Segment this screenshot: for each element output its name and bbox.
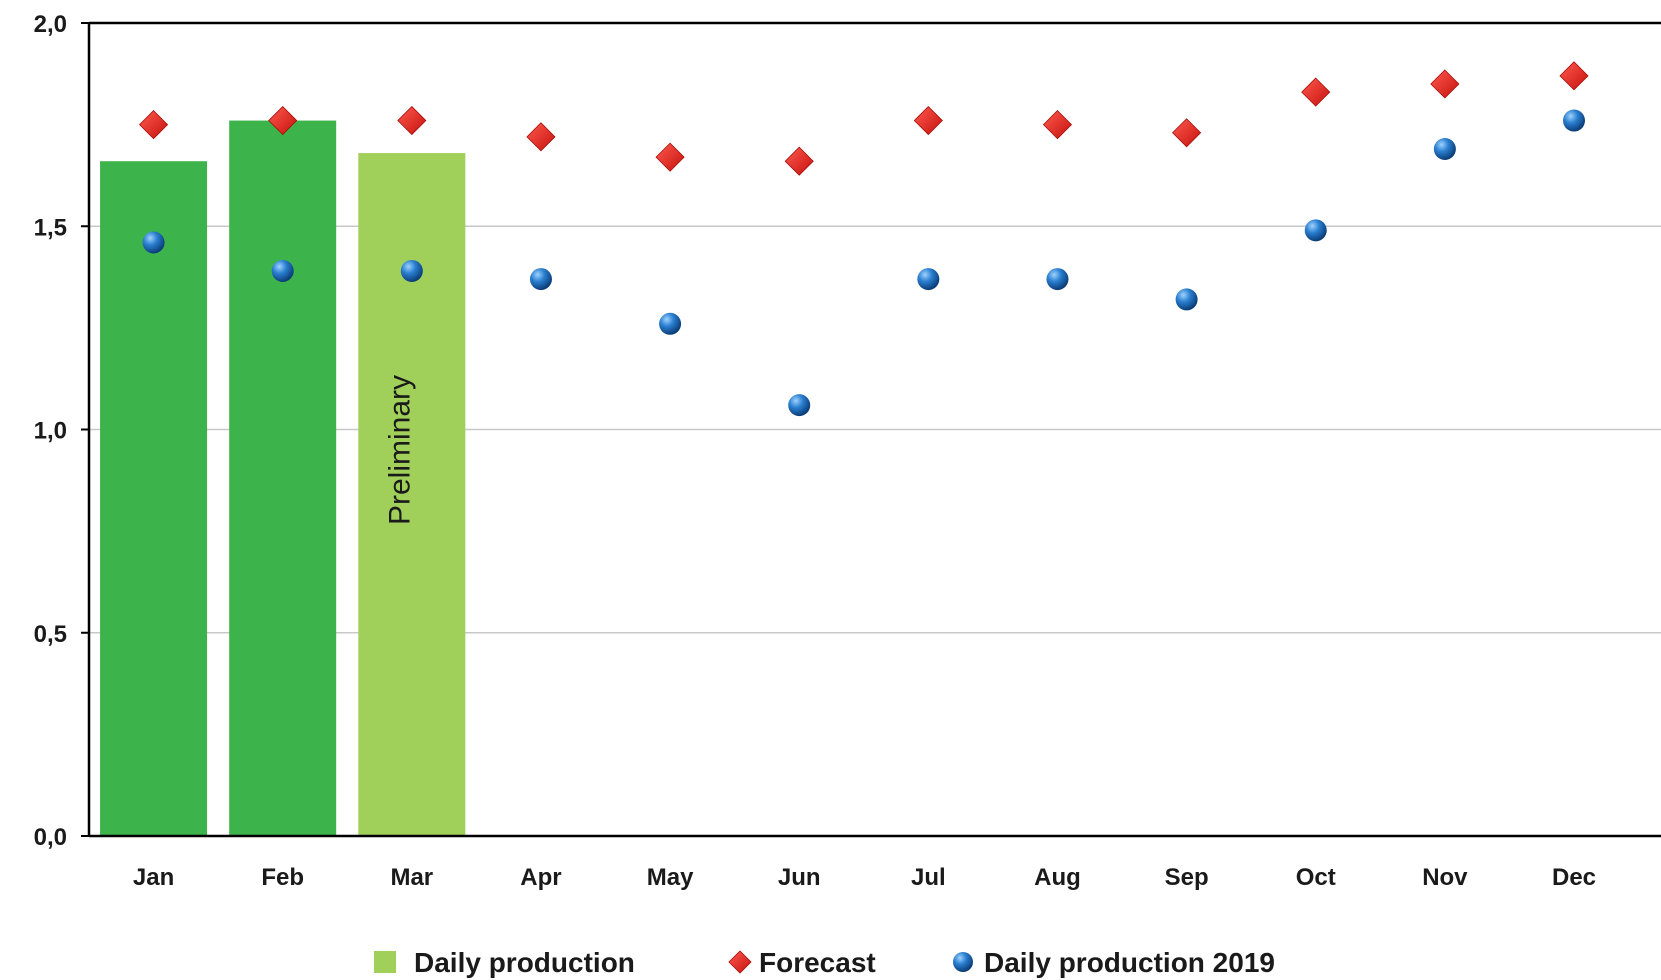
y-tick-label: 2,0 — [34, 11, 67, 38]
production-2019-point-may — [659, 312, 682, 335]
legend-daily-production: Daily production — [374, 947, 635, 978]
forecast-point-may — [655, 142, 685, 172]
legend: Daily production Forecast Daily production… — [374, 947, 1275, 978]
forecast-point-apr — [526, 122, 556, 152]
legend-label: Forecast — [759, 947, 876, 978]
x-tick-label-may: May — [647, 864, 694, 891]
x-tick-label-dec: Dec — [1552, 864, 1596, 891]
forecast-point-sep — [1172, 118, 1202, 148]
legend-label: Daily production — [414, 947, 635, 978]
axes — [81, 21, 1661, 838]
bar-jan — [100, 161, 208, 836]
legend-daily-production-2019: Daily production 2019 — [953, 947, 1275, 978]
production-2019-point-apr — [529, 268, 552, 291]
x-tick-label-nov: Nov — [1422, 864, 1468, 891]
gridlines — [89, 225, 1661, 634]
x-tick-label-jan: Jan — [133, 864, 174, 891]
production-2019-point-jul — [917, 268, 940, 291]
y-tick-label: 0,0 — [34, 824, 67, 851]
forecast-point-nov — [1430, 69, 1460, 99]
production-2019-point-sep — [1175, 288, 1198, 311]
forecast-point-mar — [397, 105, 427, 136]
legend-swatch-diamond — [728, 950, 752, 974]
legend-label: Daily production 2019 — [984, 947, 1275, 978]
production-2019-point-mar — [400, 259, 423, 282]
x-tick-label-mar: Mar — [390, 864, 433, 891]
y-tick-label: 0,5 — [34, 621, 67, 648]
legend-swatch-circle — [953, 952, 973, 972]
x-tick-label-jul: Jul — [911, 864, 946, 891]
production-2019-point-dec — [1563, 109, 1585, 132]
y-tick-label: 1,0 — [34, 418, 67, 445]
markers — [138, 61, 1589, 417]
forecast-point-jun — [784, 146, 814, 176]
legend-swatch-bar — [374, 951, 396, 973]
production-2019-point-jan — [142, 231, 165, 254]
x-tick-label-feb: Feb — [261, 864, 304, 891]
production-2019-point-feb — [271, 259, 294, 282]
forecast-point-jan — [138, 110, 169, 140]
x-tick-label-jun: Jun — [778, 864, 821, 891]
x-tick-label-sep: Sep — [1165, 864, 1209, 891]
bar-feb — [229, 120, 337, 836]
production-2019-point-aug — [1046, 268, 1069, 291]
production-2019-point-nov — [1433, 138, 1456, 161]
tick-labels: 0,0 0,5 1,0 1,5 2,0 Jan Feb Mar Apr May Jun Jul Aug S… — [34, 11, 1596, 891]
annotations: Preliminary — [384, 375, 417, 525]
x-tick-label-aug: Aug — [1034, 864, 1081, 891]
forecast-point-feb — [268, 105, 298, 136]
production-2019-point-oct — [1304, 219, 1327, 242]
x-tick-label-oct: Oct — [1296, 864, 1336, 891]
legend-forecast: Forecast — [728, 947, 876, 978]
production-2019-point-jun — [788, 394, 811, 417]
forecast-point-aug — [1042, 110, 1073, 140]
y-tick-label: 1,5 — [34, 214, 67, 241]
forecast-point-oct — [1301, 77, 1331, 107]
x-tick-label-apr: Apr — [520, 864, 561, 891]
forecast-point-dec — [1559, 61, 1589, 91]
forecast-point-jul — [913, 105, 943, 136]
annotation-mar: Preliminary — [384, 375, 417, 525]
